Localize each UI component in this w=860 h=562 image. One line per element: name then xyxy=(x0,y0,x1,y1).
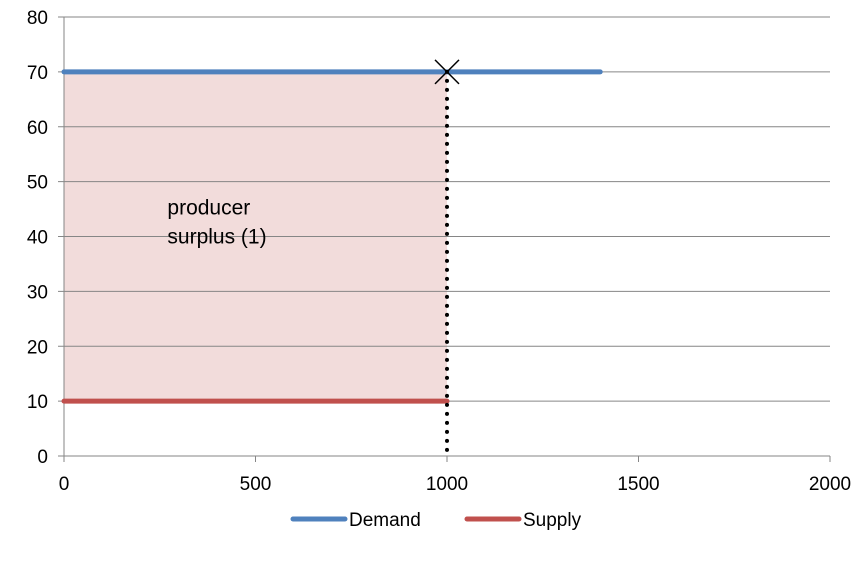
y-tick-label: 20 xyxy=(27,337,48,358)
legend: Demand Supply xyxy=(290,510,582,531)
annotation-line-2: surplus (1) xyxy=(167,226,266,249)
plot-area: 0 10 20 30 40 50 60 70 80 0 500 1000 1500 2000 xyxy=(27,8,851,495)
y-tick-label: 60 xyxy=(27,118,48,139)
x-tick-label: 1500 xyxy=(617,474,659,495)
x-tick-label: 0 xyxy=(59,474,70,495)
x-tick-label: 500 xyxy=(240,474,272,495)
x-tick-label: 1000 xyxy=(426,474,468,495)
y-tick-label: 80 xyxy=(27,8,48,29)
x-tick-label: 2000 xyxy=(809,474,851,495)
equilibrium-marker xyxy=(434,59,460,85)
annotation: producer surplus (1) xyxy=(167,197,266,249)
y-tick-label: 50 xyxy=(27,173,48,194)
legend-label-demand: Demand xyxy=(349,510,421,531)
y-tick-label: 30 xyxy=(27,282,48,303)
y-tick-label: 70 xyxy=(27,63,48,84)
y-tick-label: 10 xyxy=(27,392,48,413)
legend-label-supply: Supply xyxy=(523,510,582,531)
annotation-line-1: producer xyxy=(167,197,250,220)
marker-stroke xyxy=(434,59,460,85)
y-tick-label: 40 xyxy=(27,228,48,249)
y-tick-label: 0 xyxy=(37,447,48,468)
